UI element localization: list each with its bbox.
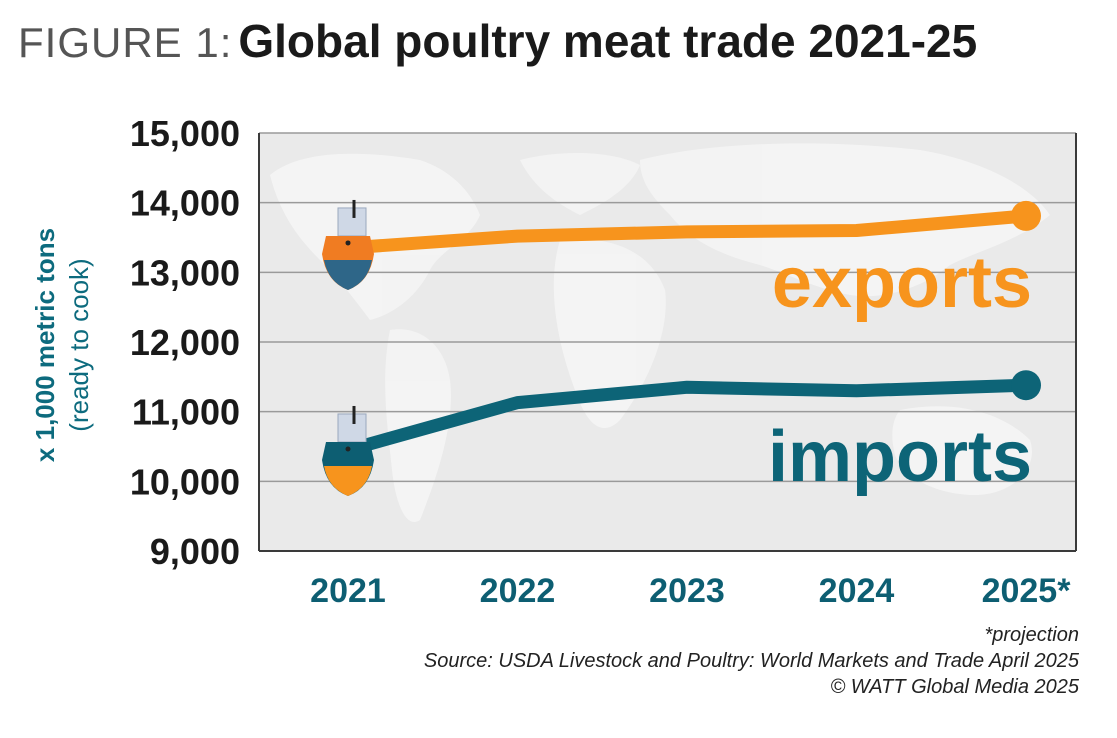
x-tick-labels: 2021 2022 2023 2024 2025* <box>310 572 1071 610</box>
y-axis-title: x 1,000 metric tons (ready to cook) <box>30 228 94 462</box>
y-tick-label: 11,000 <box>132 392 240 433</box>
y-axis-sublabel: (ready to cook) <box>64 258 94 431</box>
series-label-imports: imports <box>768 417 1032 497</box>
series-label-exports: exports <box>772 243 1032 323</box>
y-tick-label: 12,000 <box>130 322 240 363</box>
y-tick-label: 9,000 <box>150 531 240 572</box>
ship-icons <box>322 199 374 496</box>
y-tick-label: 13,000 <box>130 252 240 293</box>
x-tick-label: 2025* <box>982 572 1072 610</box>
series-line-exports <box>341 209 1033 255</box>
series-end-marker-imports <box>1011 370 1041 401</box>
y-axis-label: x 1,000 metric tons <box>30 228 60 462</box>
footnotes: *projection Source: USDA Livestock and P… <box>424 622 1079 700</box>
x-tick-label: 2023 <box>649 572 725 610</box>
x-tick-label: 2022 <box>480 572 556 610</box>
ship-icon <box>322 199 374 290</box>
projection-note: *projection <box>984 624 1079 646</box>
title-text: Global poultry meat trade 2021-25 <box>238 15 978 67</box>
y-tick-label: 10,000 <box>130 461 240 502</box>
series-line-imports <box>341 378 1033 457</box>
figure-label: FIGURE 1: <box>18 19 233 66</box>
y-tick-label: 15,000 <box>130 113 240 154</box>
x-tick-label: 2024 <box>819 572 895 610</box>
ship-icon <box>322 405 374 496</box>
chart-title: FIGURE 1: Global poultry meat trade 2021-… <box>18 14 977 68</box>
y-tick-labels: 9,000 10,000 11,000 12,000 13,000 14,000 15,00… <box>130 113 240 572</box>
x-tick-label: 2021 <box>310 572 386 610</box>
series-lines <box>341 200 1041 457</box>
grid-lines <box>259 132 1076 483</box>
source-note: Source: USDA Livestock and Poultry: Worl… <box>423 650 1079 672</box>
y-tick-label: 14,000 <box>130 183 240 224</box>
series-end-marker-exports <box>1011 200 1041 231</box>
copyright-note: © WATT Global Media 2025 <box>830 676 1079 698</box>
